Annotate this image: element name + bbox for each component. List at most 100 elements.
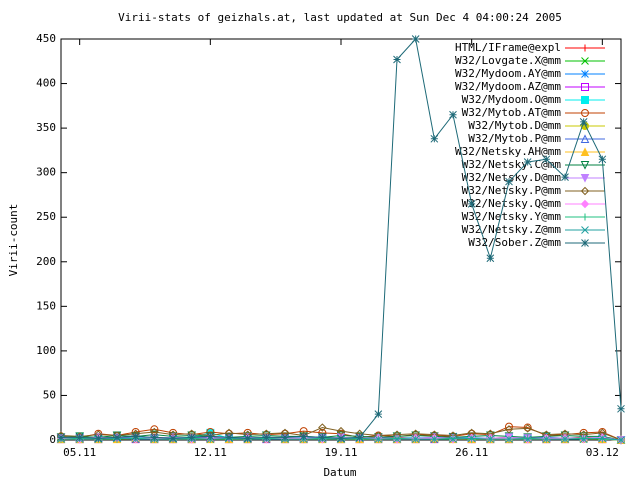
- y-axis-label: Virii-count: [7, 204, 20, 277]
- data-point: [187, 433, 196, 442]
- legend-label: W32/Netsky.AH@mm: [455, 145, 561, 158]
- legend-label: W32/Mytob.P@mm: [468, 132, 561, 145]
- data-point: [411, 435, 420, 443]
- data-point: [523, 158, 532, 166]
- x-tick-label: 19.11: [324, 446, 357, 459]
- legend-marker: [580, 186, 590, 196]
- data-point: [169, 434, 177, 443]
- data-point: [94, 434, 103, 443]
- data-point: [486, 254, 495, 263]
- legend-label: W32/Netsky.D@mm: [462, 171, 562, 184]
- legend-marker: [581, 83, 589, 91]
- data-point: [225, 433, 233, 442]
- y-tick-label: 150: [36, 299, 56, 312]
- data-point: [393, 55, 401, 64]
- legend-marker: [580, 147, 590, 156]
- data-point: [467, 434, 476, 443]
- legend-label: W32/Netsky.Q@mm: [462, 197, 562, 210]
- data-point: [393, 434, 401, 442]
- legend-marker: [580, 199, 590, 209]
- data-point: [579, 435, 588, 443]
- legend-marker: [581, 44, 589, 52]
- legend-marker: [580, 174, 590, 183]
- data-point: [468, 435, 476, 443]
- legend-label: W32/Mydoom.AZ@mm: [455, 80, 561, 93]
- data-point: [504, 425, 514, 434]
- legend-marker: [581, 70, 589, 78]
- data-point: [598, 155, 607, 164]
- data-point: [337, 434, 345, 443]
- legend-marker: [580, 161, 590, 170]
- legend-label: W32/Netsky.C@mm: [462, 158, 562, 171]
- y-tick-label: 200: [36, 255, 56, 268]
- data-point: [505, 435, 513, 443]
- legend-marker: [580, 109, 590, 117]
- legend-marker: [580, 134, 590, 143]
- data-point: [579, 118, 588, 126]
- legend-label: W32/Mytob.AT@mm: [462, 106, 562, 119]
- legend-label: HTML/IFrame@expl: [455, 41, 561, 54]
- y-tick-label: 0: [49, 433, 56, 446]
- data-point: [542, 435, 551, 443]
- data-point: [150, 433, 159, 442]
- legend-marker: [581, 213, 589, 221]
- data-point: [617, 436, 625, 444]
- data-point: [523, 424, 532, 433]
- y-tick-label: 350: [36, 121, 56, 134]
- data-point: [355, 433, 364, 442]
- data-point: [580, 434, 588, 442]
- data-point: [542, 155, 551, 164]
- x-axis-label: Datum: [323, 466, 356, 479]
- legend-label: W32/Netsky.P@mm: [462, 184, 562, 197]
- data-point: [57, 433, 65, 442]
- data-point: [243, 434, 252, 443]
- legend-marker: [581, 239, 589, 247]
- data-point: [299, 432, 308, 441]
- data-point: [430, 435, 439, 443]
- legend-label: W32/Netsky.Y@mm: [462, 210, 562, 223]
- data-point: [467, 200, 476, 208]
- data-point: [449, 110, 457, 119]
- data-point: [411, 35, 420, 43]
- data-point: [430, 134, 439, 143]
- data-point: [449, 434, 457, 442]
- data-point: [206, 432, 215, 441]
- data-point: [505, 177, 513, 186]
- legend-label: W32/Mydoom.O@mm: [462, 93, 562, 106]
- data-point: [281, 433, 289, 442]
- legend-label: W32/Sober.Z@mm: [468, 236, 561, 249]
- legend-label: W32/Mydoom.AY@mm: [455, 67, 561, 80]
- data-point: [113, 433, 121, 442]
- legend-label: W32/Lovgate.X@mm: [455, 54, 561, 67]
- data-point: [374, 435, 383, 443]
- legend-marker: [581, 96, 589, 104]
- data-point: [318, 423, 327, 432]
- data-point: [75, 433, 84, 442]
- data-point: [524, 434, 532, 442]
- y-tick-label: 450: [36, 32, 56, 45]
- data-point: [131, 432, 140, 441]
- data-point: [393, 435, 401, 443]
- data-point: [486, 435, 495, 443]
- data-point: [523, 435, 532, 443]
- data-point: [374, 410, 383, 419]
- x-tick-label: 12.11: [194, 446, 227, 459]
- y-tick-label: 250: [36, 210, 56, 223]
- x-tick-label: 26.11: [455, 446, 488, 459]
- data-point: [561, 173, 569, 181]
- y-tick-label: 50: [43, 388, 56, 401]
- chart-title: Virii-stats of geizhals.at, last updated…: [118, 11, 562, 24]
- y-tick-label: 300: [36, 166, 56, 179]
- data-point: [617, 404, 625, 413]
- legend-marker: [581, 57, 589, 65]
- legend-label: W32/Netsky.Z@mm: [462, 223, 562, 236]
- data-point: [598, 434, 607, 443]
- data-point: [449, 435, 457, 443]
- data-point: [598, 435, 606, 443]
- series-line: [60, 427, 622, 441]
- y-tick-label: 100: [36, 344, 56, 357]
- legend-marker: [581, 226, 589, 234]
- legend-label: W32/Mytob.D@mm: [468, 119, 561, 132]
